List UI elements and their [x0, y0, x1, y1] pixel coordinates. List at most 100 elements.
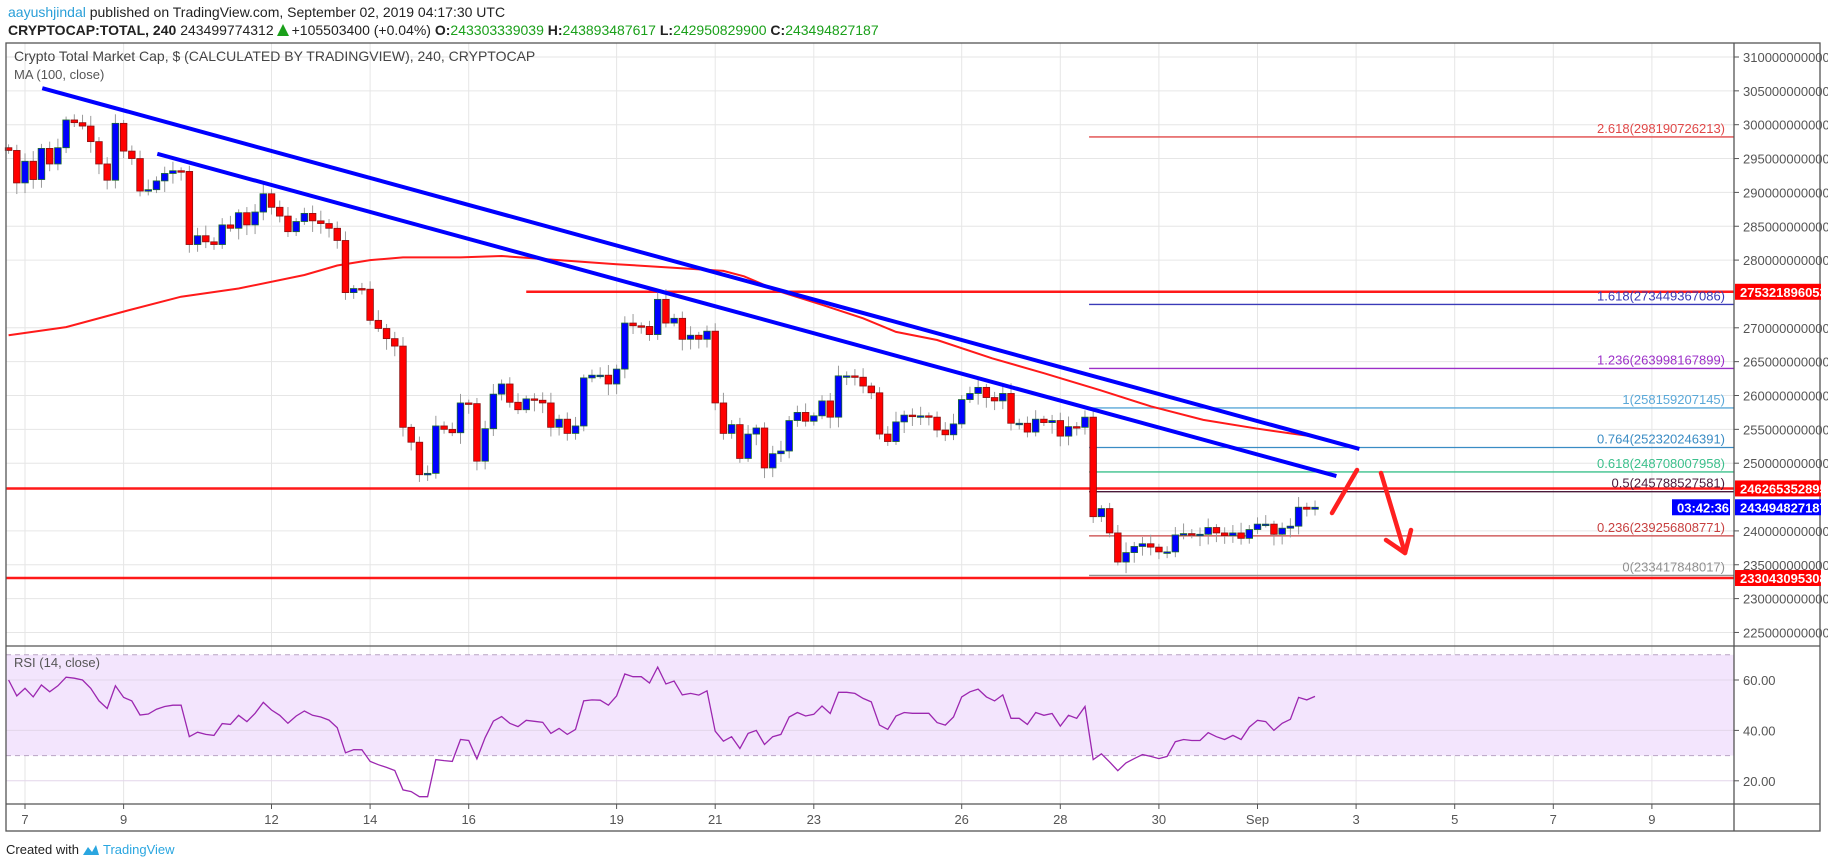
candle-up — [1097, 508, 1106, 518]
author-link[interactable]: aayushjindal — [8, 4, 86, 20]
candle-down — [1220, 532, 1229, 537]
tradingview-link[interactable]: TradingView — [102, 842, 175, 857]
ma100-line — [8, 254, 1316, 438]
candle-down — [933, 416, 941, 431]
candle-down — [465, 402, 473, 405]
time-tick-label: 21 — [708, 812, 722, 827]
candle-down — [284, 215, 292, 233]
candle-up — [588, 374, 596, 379]
down-arrow-head-icon — [1383, 527, 1414, 556]
candle-up — [1278, 527, 1286, 535]
candles — [4, 114, 1319, 574]
candle-down — [415, 441, 424, 476]
price-axis[interactable]: 310000000000 305000000000 300000000000 2950… — [1734, 50, 1828, 640]
candle-up — [259, 193, 267, 213]
candle-up — [793, 412, 802, 421]
countdown-tag — [1672, 499, 1730, 516]
candle-up — [1196, 533, 1204, 537]
candle-down — [982, 386, 991, 398]
up-triangle-icon — [276, 24, 289, 36]
candle-down — [695, 334, 703, 340]
candle-down — [538, 399, 547, 404]
upper-trendline[interactable] — [41, 86, 1360, 451]
candle-up — [785, 420, 793, 452]
fib-level-label: 1(258159207145) — [1622, 392, 1725, 407]
last-price: 243499774312 — [180, 22, 274, 38]
fib-level-label: 0.236(239256808771) — [1597, 520, 1725, 535]
candle-up — [1122, 552, 1130, 563]
candle-down — [119, 122, 128, 152]
rsi-axis[interactable]: 60.00 40.00 20.00 — [1734, 673, 1776, 789]
candle-up — [686, 334, 695, 340]
candle-down — [736, 424, 744, 459]
price-tag — [1735, 499, 1821, 516]
candle-up — [1031, 418, 1040, 433]
candle-up — [727, 424, 736, 434]
price-tick-label: 305000000000 — [1743, 84, 1828, 99]
candle-down — [358, 288, 366, 291]
candle-up — [900, 414, 908, 423]
candle-up — [234, 212, 243, 229]
candle-up — [292, 221, 300, 233]
rsi-band-lines — [6, 654, 1734, 782]
rsi-band — [6, 654, 1734, 756]
candle-up — [842, 375, 851, 378]
candle-up — [818, 400, 826, 417]
candle-up — [111, 122, 120, 181]
price-tick-label: 295000000000 — [1743, 152, 1828, 167]
candle-down — [662, 298, 670, 324]
candle-up — [892, 421, 900, 442]
candle-up — [1229, 532, 1237, 537]
candle-up — [670, 317, 678, 324]
candle-down — [226, 224, 235, 229]
candle-up — [423, 472, 432, 476]
fib-extension: 2.618(298190726213) 1.618(273449367086) 1.… — [1089, 121, 1734, 577]
time-axis[interactable]: 7 9 12 14 16 19 21 23 26 28 30 Sep 3 5 7 9 — [21, 804, 1656, 827]
candle-up — [703, 330, 711, 340]
footer: Created with TradingView — [6, 842, 175, 857]
candle-down — [70, 119, 79, 124]
time-tick-label: 26 — [954, 812, 968, 827]
candle-up — [349, 288, 358, 293]
candle-down — [514, 401, 522, 411]
candle-down — [506, 383, 514, 403]
candle-down — [1146, 543, 1155, 548]
trendlines[interactable] — [41, 86, 1360, 478]
chart-frame — [5, 42, 1821, 832]
candle-down — [399, 345, 407, 428]
candle-down — [4, 147, 13, 151]
candle-down — [875, 392, 884, 435]
candle-up — [777, 450, 785, 455]
candle-down — [1105, 508, 1114, 534]
fib-level-label: 2.618(298190726213) — [1597, 121, 1725, 136]
lower-trendline[interactable] — [156, 151, 1337, 478]
candle-up — [54, 147, 62, 165]
candle-down — [325, 223, 333, 229]
close-label: C: — [770, 22, 786, 38]
candle-down — [103, 163, 111, 181]
candle-down — [719, 402, 728, 434]
candle-down — [267, 193, 276, 208]
candle-up — [1015, 422, 1023, 426]
candle-down — [341, 240, 350, 293]
candle-up — [966, 393, 974, 400]
candle-down — [243, 212, 251, 226]
candle-down — [867, 385, 876, 394]
time-tick-label: 7 — [21, 812, 28, 827]
time-tick-label: 12 — [264, 812, 278, 827]
candle-down — [333, 227, 341, 241]
close-value: 243494827187 — [785, 22, 879, 38]
candle-up — [1163, 551, 1171, 554]
candle-up — [489, 393, 498, 430]
candle-up — [432, 425, 440, 474]
price-tag-label: 275321896053 — [1740, 285, 1827, 300]
candle-down — [1073, 426, 1081, 429]
candle-down — [45, 147, 54, 165]
time-tick-label: 30 — [1152, 812, 1166, 827]
high-value: 243893487617 — [562, 22, 656, 38]
time-tick-label: 7 — [1550, 812, 1557, 827]
tradingview-logo-icon — [82, 844, 99, 855]
candle-up — [1294, 506, 1303, 527]
candle-down — [382, 328, 391, 340]
